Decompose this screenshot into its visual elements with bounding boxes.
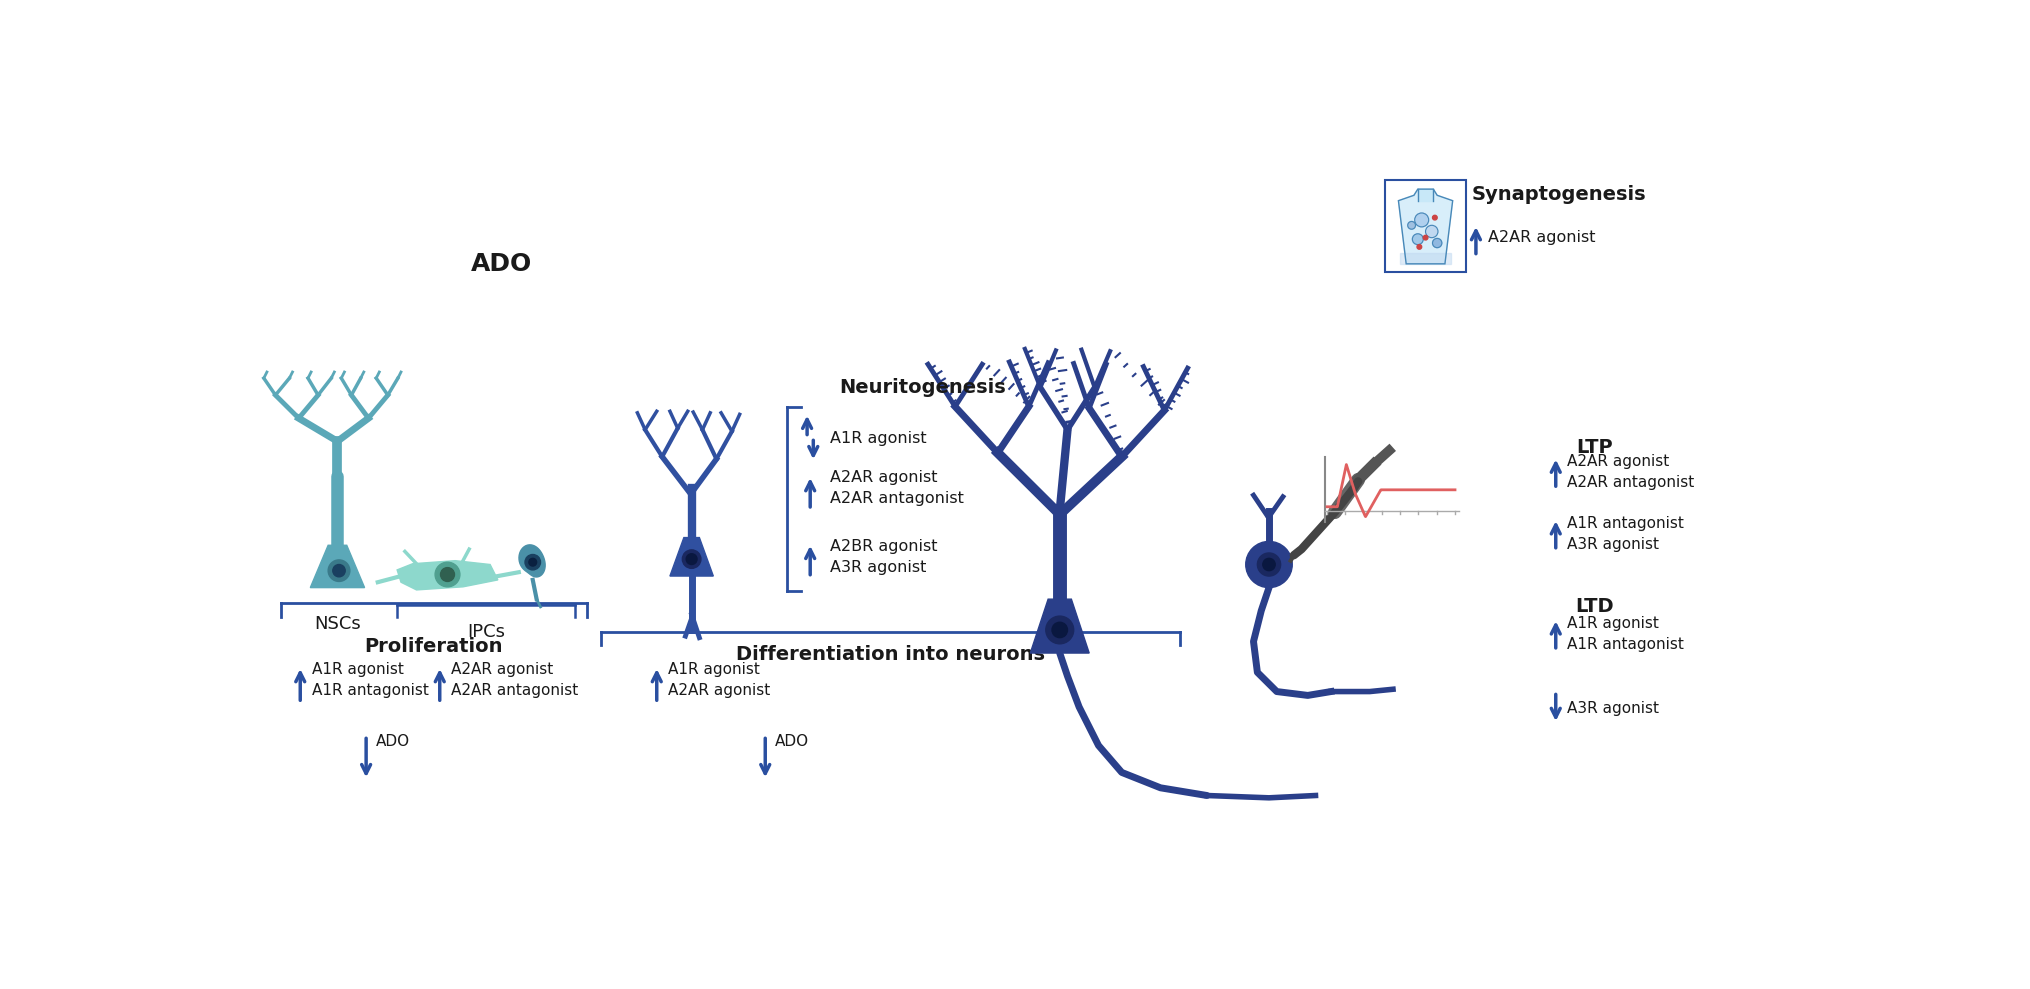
Circle shape (1415, 213, 1429, 226)
Circle shape (434, 562, 461, 586)
Text: A1R agonist
A1R antagonist: A1R agonist A1R antagonist (313, 662, 428, 698)
Circle shape (1423, 235, 1427, 240)
Polygon shape (520, 545, 546, 577)
Text: ADO: ADO (376, 734, 410, 749)
Text: IPCs: IPCs (467, 623, 505, 641)
Polygon shape (398, 561, 497, 589)
Polygon shape (1031, 599, 1090, 653)
Circle shape (1407, 222, 1415, 229)
Text: A3R agonist: A3R agonist (1567, 701, 1659, 716)
Text: Proliferation: Proliferation (365, 637, 503, 656)
Text: ADO: ADO (471, 252, 532, 276)
Circle shape (1246, 541, 1293, 587)
Circle shape (686, 554, 696, 565)
Circle shape (329, 560, 349, 582)
Circle shape (1425, 225, 1437, 237)
Circle shape (1413, 233, 1423, 244)
Text: Synaptogenesis: Synaptogenesis (1472, 185, 1646, 205)
Circle shape (1433, 238, 1441, 247)
Text: A2AR agonist
A2AR antagonist: A2AR agonist A2AR antagonist (451, 662, 579, 698)
Text: LTP: LTP (1575, 438, 1612, 457)
Circle shape (1045, 616, 1074, 644)
Circle shape (1417, 244, 1421, 249)
Text: ADO: ADO (775, 734, 808, 749)
Circle shape (682, 550, 700, 569)
Circle shape (1052, 622, 1068, 638)
Text: A1R agonist
A2AR agonist: A1R agonist A2AR agonist (668, 662, 771, 698)
Text: A2BR agonist
A3R agonist: A2BR agonist A3R agonist (830, 539, 938, 575)
FancyBboxPatch shape (1384, 180, 1466, 272)
Circle shape (1257, 553, 1281, 576)
Polygon shape (1401, 253, 1451, 264)
Circle shape (1433, 216, 1437, 220)
Text: A2AR agonist
A2AR antagonist: A2AR agonist A2AR antagonist (830, 470, 964, 505)
Text: A1R agonist
A1R antagonist: A1R agonist A1R antagonist (1567, 616, 1685, 652)
Circle shape (526, 555, 540, 570)
Polygon shape (311, 545, 365, 587)
Text: Neuritogenesis: Neuritogenesis (838, 378, 1005, 397)
Text: A2AR agonist
A2AR antagonist: A2AR agonist A2AR antagonist (1567, 454, 1695, 491)
Circle shape (1263, 559, 1275, 571)
Text: Differentiation into neurons: Differentiation into neurons (737, 646, 1045, 665)
Polygon shape (670, 538, 713, 576)
Circle shape (441, 568, 455, 582)
Bar (1417, 189, 1433, 201)
Text: LTD: LTD (1575, 597, 1614, 616)
Text: A1R agonist: A1R agonist (830, 431, 926, 446)
Polygon shape (1399, 189, 1453, 264)
Text: NSCs: NSCs (315, 614, 361, 633)
Circle shape (530, 559, 536, 566)
Text: A2AR agonist: A2AR agonist (1488, 229, 1596, 244)
Text: A1R antagonist
A3R agonist: A1R antagonist A3R agonist (1567, 515, 1685, 552)
Circle shape (333, 565, 345, 577)
